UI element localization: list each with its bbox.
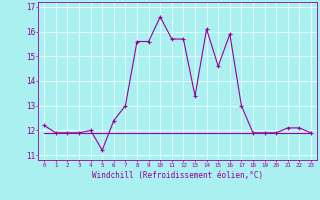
X-axis label: Windchill (Refroidissement éolien,°C): Windchill (Refroidissement éolien,°C): [92, 171, 263, 180]
